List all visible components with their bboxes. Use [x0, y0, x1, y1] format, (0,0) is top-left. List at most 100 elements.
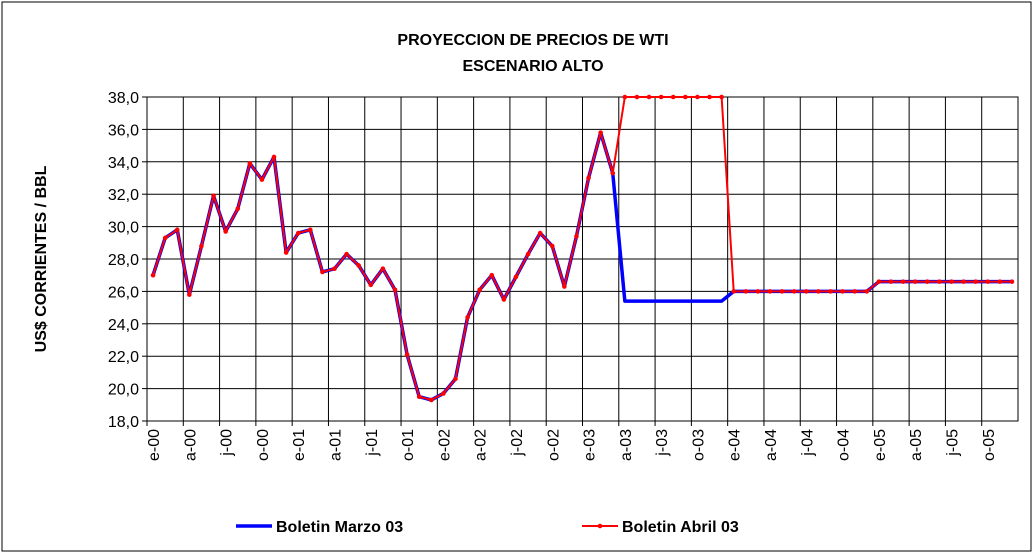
- x-tick-label: a-01: [328, 429, 345, 461]
- series-line: [152, 96, 1012, 401]
- data-point: [852, 289, 857, 294]
- data-point: [949, 279, 954, 284]
- data-point: [864, 289, 870, 294]
- y-tick-label: 20,0: [108, 382, 139, 399]
- data-point: [187, 292, 192, 297]
- data-point: [428, 397, 434, 403]
- data-point: [441, 391, 446, 396]
- data-point: [973, 279, 978, 284]
- data-point: [392, 287, 398, 293]
- data-point: [985, 279, 991, 284]
- data-point: [670, 94, 676, 100]
- y-tick-label: 18,0: [108, 414, 139, 431]
- data-point: [489, 272, 495, 278]
- data-point: [380, 266, 386, 272]
- y-tick-label: 34,0: [108, 155, 139, 172]
- data-point: [562, 284, 567, 289]
- data-point: [283, 250, 289, 255]
- data-point: [707, 94, 712, 100]
- data-point: [465, 315, 470, 320]
- data-point: [235, 206, 241, 212]
- data-point: [513, 274, 519, 280]
- y-tick-label: 24,0: [108, 317, 139, 334]
- data-point: [368, 282, 374, 288]
- x-tick-label: j-03: [654, 429, 671, 457]
- data-point: [646, 94, 652, 100]
- data-point: [477, 287, 482, 293]
- data-point: [997, 279, 1003, 284]
- data-point: [658, 94, 664, 100]
- x-tick-label: a-02: [473, 429, 490, 461]
- x-tick-label: e-00: [146, 429, 163, 461]
- data-point: [150, 272, 156, 278]
- x-tick-label: o-00: [255, 429, 272, 461]
- data-point: [937, 279, 942, 284]
- data-point: [900, 279, 906, 284]
- x-tick-label: o-01: [400, 429, 417, 461]
- data-point: [501, 297, 507, 302]
- data-point: [404, 352, 410, 357]
- data-point: [634, 94, 640, 100]
- y-tick-label: 30,0: [108, 220, 139, 237]
- data-point: [816, 289, 821, 294]
- y-axis-label: US$ CORRIENTES / BBL: [33, 165, 50, 352]
- data-point: [683, 94, 688, 100]
- data-point: [767, 289, 773, 294]
- y-tick-label: 36,0: [108, 122, 139, 139]
- data-point: [453, 376, 458, 382]
- y-tick-label: 38,0: [108, 90, 139, 107]
- data-point: [199, 243, 204, 249]
- data-point: [211, 193, 216, 199]
- data-point: [525, 251, 531, 257]
- data-point: [295, 230, 301, 236]
- x-tick-label: o-04: [836, 429, 853, 461]
- data-point: [537, 230, 543, 236]
- data-point: [308, 227, 313, 233]
- data-point: [271, 154, 277, 160]
- data-point: [912, 279, 918, 284]
- x-tick-label: a-00: [182, 429, 199, 461]
- x-tick-label: j-00: [219, 429, 236, 457]
- data-point: [574, 234, 579, 239]
- data-point: [598, 130, 603, 135]
- data-point: [549, 243, 555, 249]
- x-tick-label: e-04: [727, 429, 744, 461]
- x-tick-label: a-04: [763, 429, 780, 461]
- data-point: [223, 229, 228, 234]
- data-point: [247, 161, 253, 166]
- data-point: [332, 266, 337, 272]
- x-tick-label: j-05: [944, 429, 961, 457]
- data-point: [840, 289, 845, 294]
- legend-marker: [597, 523, 603, 529]
- data-point: [622, 94, 628, 100]
- data-point: [719, 94, 724, 100]
- data-point: [320, 269, 325, 275]
- x-tick-label: e-01: [291, 429, 308, 461]
- data-point: [356, 263, 362, 268]
- data-point: [586, 175, 591, 181]
- x-tick-label: o-03: [690, 429, 707, 461]
- data-point: [162, 235, 168, 241]
- data-point: [174, 227, 180, 233]
- data-point: [924, 279, 930, 284]
- x-tick-label: j-01: [364, 429, 381, 457]
- data-point: [344, 251, 349, 257]
- data-point: [876, 279, 882, 284]
- data-point: [961, 279, 966, 284]
- data-point: [743, 289, 749, 294]
- y-tick-label: 22,0: [108, 349, 139, 366]
- data-point: [1009, 279, 1015, 284]
- x-tick-label: o-02: [545, 429, 562, 461]
- plot-frame: [146, 96, 1019, 422]
- chart-title: PROYECCION DE PRECIOS DE WTI: [397, 32, 668, 49]
- y-tick-label: 26,0: [108, 284, 139, 301]
- data-point: [755, 289, 761, 294]
- x-tick-label: a-05: [908, 429, 925, 461]
- x-tick-label: j-02: [509, 429, 526, 457]
- x-tick-label: j-04: [799, 429, 816, 457]
- data-point: [791, 289, 797, 294]
- data-point: [259, 177, 265, 182]
- y-tick-label: 32,0: [108, 187, 139, 204]
- x-tick-label: e-03: [582, 429, 599, 461]
